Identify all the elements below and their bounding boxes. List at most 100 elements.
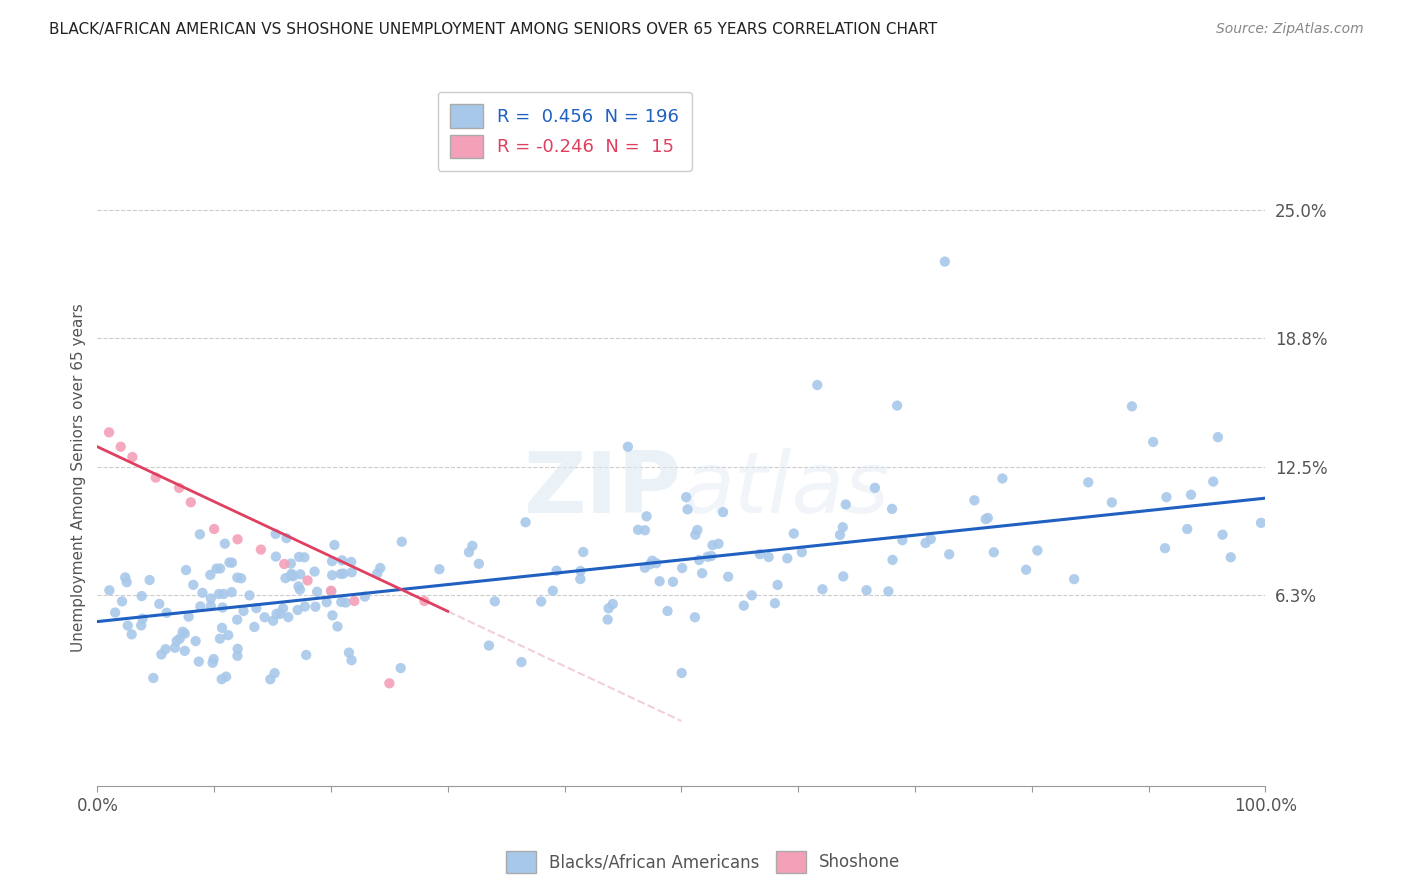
Point bbox=[389, 661, 412, 675]
Point bbox=[326, 619, 349, 633]
Point bbox=[321, 554, 343, 568]
Point bbox=[683, 610, 706, 624]
Point bbox=[217, 628, 239, 642]
Point bbox=[264, 549, 287, 564]
Point bbox=[675, 490, 697, 504]
Point bbox=[484, 594, 506, 608]
Point bbox=[294, 599, 316, 614]
Point bbox=[208, 587, 231, 601]
Point bbox=[429, 562, 451, 576]
Point bbox=[211, 621, 233, 635]
Point bbox=[877, 584, 900, 599]
Point bbox=[914, 536, 936, 550]
Point bbox=[645, 556, 668, 570]
Point bbox=[330, 553, 353, 567]
Point bbox=[688, 553, 710, 567]
Point bbox=[515, 515, 537, 529]
Point bbox=[863, 481, 886, 495]
Point bbox=[188, 527, 211, 541]
Point bbox=[145, 470, 167, 484]
Point bbox=[882, 553, 904, 567]
Point bbox=[569, 572, 592, 586]
Point bbox=[264, 527, 287, 541]
Point bbox=[627, 523, 650, 537]
Point bbox=[657, 604, 679, 618]
Point bbox=[174, 563, 197, 577]
Point bbox=[340, 653, 363, 667]
Point bbox=[229, 571, 252, 585]
Point bbox=[598, 601, 620, 615]
Point bbox=[920, 532, 942, 546]
Point bbox=[201, 656, 224, 670]
Point bbox=[214, 536, 236, 550]
Point bbox=[636, 509, 658, 524]
Point bbox=[187, 655, 209, 669]
Point bbox=[221, 556, 243, 570]
Point bbox=[572, 545, 595, 559]
Point bbox=[290, 567, 312, 582]
Point bbox=[546, 564, 568, 578]
Point bbox=[811, 582, 834, 597]
Point bbox=[1063, 572, 1085, 586]
Point bbox=[180, 495, 202, 509]
Point bbox=[991, 471, 1014, 485]
Point bbox=[707, 537, 730, 551]
Point bbox=[569, 564, 592, 578]
Point bbox=[319, 583, 342, 598]
Point bbox=[104, 606, 127, 620]
Text: BLACK/AFRICAN AMERICAN VS SHOSHONE UNEMPLOYMENT AMONG SENIORS OVER 65 YEARS CORR: BLACK/AFRICAN AMERICAN VS SHOSHONE UNEMP… bbox=[49, 22, 938, 37]
Point bbox=[711, 505, 734, 519]
Point bbox=[934, 254, 956, 268]
Point bbox=[391, 534, 413, 549]
Point bbox=[218, 556, 240, 570]
Point bbox=[121, 450, 143, 464]
Point bbox=[662, 574, 685, 589]
Point bbox=[641, 554, 664, 568]
Point bbox=[131, 612, 153, 626]
Point bbox=[276, 531, 298, 545]
Point bbox=[166, 634, 188, 648]
Point bbox=[245, 601, 267, 615]
Point bbox=[190, 599, 212, 614]
Legend: R =  0.456  N = 196, R = -0.246  N =  15: R = 0.456 N = 196, R = -0.246 N = 15 bbox=[437, 92, 692, 170]
Point bbox=[200, 599, 222, 613]
Point bbox=[634, 560, 657, 574]
Point bbox=[266, 607, 288, 621]
Point bbox=[340, 566, 363, 580]
Point bbox=[1101, 495, 1123, 509]
Point bbox=[510, 655, 533, 669]
Point bbox=[335, 596, 357, 610]
Point bbox=[226, 533, 249, 547]
Point bbox=[280, 569, 302, 583]
Point bbox=[413, 594, 436, 608]
Point bbox=[321, 584, 343, 599]
Point bbox=[202, 522, 225, 536]
Point bbox=[1026, 543, 1049, 558]
Point bbox=[717, 570, 740, 584]
Point bbox=[292, 550, 315, 565]
Point bbox=[274, 571, 297, 585]
Point bbox=[617, 440, 640, 454]
Point bbox=[148, 597, 170, 611]
Point bbox=[117, 618, 139, 632]
Point bbox=[1077, 475, 1099, 490]
Point bbox=[263, 666, 285, 681]
Point bbox=[983, 545, 1005, 559]
Y-axis label: Unemployment Among Seniors over 65 years: Unemployment Among Seniors over 65 years bbox=[72, 303, 86, 652]
Point bbox=[790, 545, 813, 559]
Legend: Blacks/African Americans, Shoshone: Blacks/African Americans, Shoshone bbox=[499, 845, 907, 880]
Point bbox=[287, 603, 309, 617]
Point bbox=[163, 640, 186, 655]
Point bbox=[321, 568, 343, 582]
Point bbox=[378, 676, 401, 690]
Point bbox=[671, 665, 693, 680]
Point bbox=[1121, 400, 1143, 414]
Point bbox=[1175, 522, 1198, 536]
Point bbox=[977, 511, 1000, 525]
Point bbox=[685, 528, 707, 542]
Point bbox=[173, 644, 195, 658]
Point bbox=[602, 597, 624, 611]
Point bbox=[368, 561, 391, 575]
Point bbox=[111, 594, 134, 608]
Point bbox=[880, 502, 903, 516]
